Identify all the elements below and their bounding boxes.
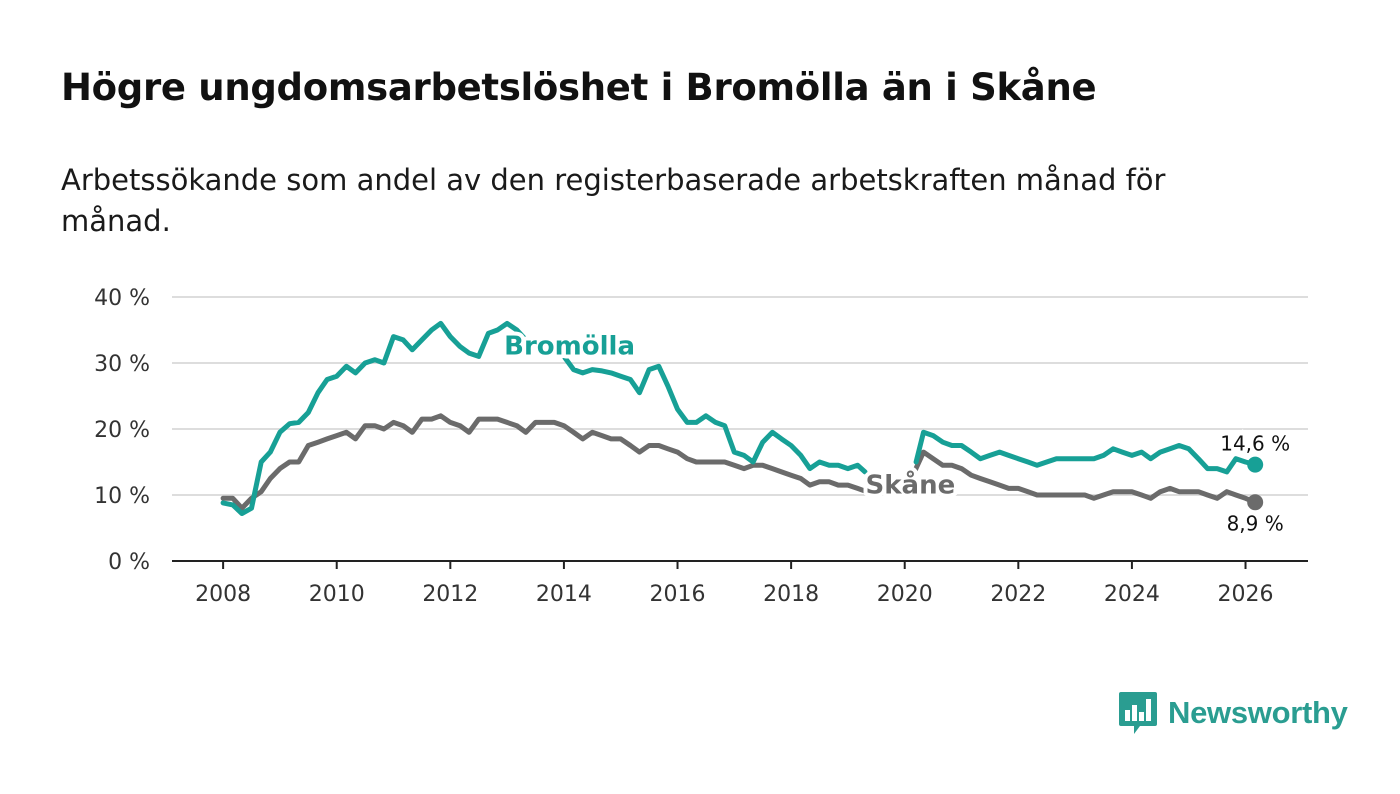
series-line-brom-lla [220,320,1258,516]
x-tick-label-2026: 2026 [1218,582,1274,607]
series-line-sk-ne [220,413,1258,511]
y-tick-label-10: 10 % [94,484,150,509]
x-tick-label-2010: 2010 [309,582,365,607]
end-label-sk-ne: 8,9 % [1227,511,1284,535]
y-axis: 0 % 10 % 20 % 30 % 40 % [94,286,150,575]
series-label-brom-lla: Bromölla [504,331,635,361]
y-tick-label-0: 0 % [108,550,150,575]
series-lines [220,320,1264,516]
newsworthy-logo-text: Newsworthy [1168,695,1348,730]
end-point-brom-lla [1247,456,1264,473]
chart-subtitle: Arbetssökande som andel av den registerb… [61,163,1166,239]
x-tick-label-2020: 2020 [877,582,933,607]
newsworthy-logo-icon [1119,692,1157,734]
y-tick-label-30: 30 % [94,352,150,377]
x-tick-label-2024: 2024 [1104,582,1160,607]
x-tick-label-2012: 2012 [422,582,478,607]
x-tick-label-2014: 2014 [536,582,592,607]
newsworthy-logo[interactable]: Newsworthy [1118,690,1348,736]
end-label-brom-lla: 14,6 % [1220,432,1290,456]
end-point-sk-ne [1247,494,1264,511]
x-tick-label-2008: 2008 [195,582,251,607]
series-labels: Skåne 8,9 % Bromölla 14,6 % [500,327,1292,537]
x-axis: 2008 2010 2012 2014 2016 2018 2020 2022 2024 2026 [172,560,1308,607]
x-tick-label-2018: 2018 [763,582,819,607]
y-tick-label-20: 20 % [94,418,150,443]
x-tick-label-2016: 2016 [650,582,706,607]
y-tick-label-40: 40 % [94,286,150,311]
series-label-sk-ne: Skåne [866,469,956,501]
x-tick-label-2022: 2022 [990,582,1046,607]
chart-title: Högre ungdomsarbetslöshet i Bromölla än … [61,66,1097,109]
